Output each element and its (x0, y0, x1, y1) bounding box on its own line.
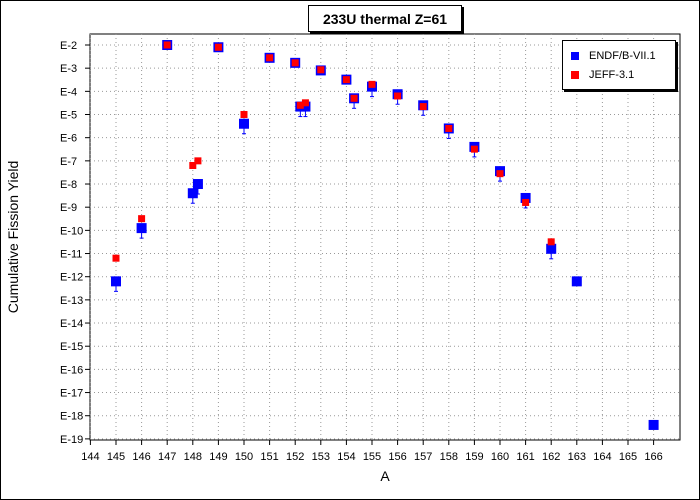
data-point-jeff (194, 157, 202, 165)
data-point-jeff (214, 43, 222, 51)
data-point-jeff (547, 238, 555, 246)
legend-swatch-jeff (571, 71, 579, 79)
y-tick-label: E-9 (60, 202, 77, 214)
data-point-endf (192, 179, 203, 190)
data-point-endf (187, 188, 198, 199)
y-tick-label: E-5 (60, 110, 77, 122)
y-tick-label: E-8 (60, 179, 77, 191)
data-point-endf (648, 419, 659, 430)
x-tick-label: 148 (184, 451, 202, 463)
y-tick-label: E-19 (60, 434, 83, 446)
x-tick-label: 161 (516, 451, 534, 463)
y-tick-label: E-10 (60, 225, 83, 237)
data-point-jeff (394, 92, 402, 100)
data-point-jeff (350, 94, 358, 102)
data-point-jeff (291, 59, 299, 67)
chart-title-text: 233U thermal Z=61 (322, 10, 448, 27)
y-tick-label: E-2 (60, 40, 77, 52)
x-tick-label: 162 (542, 451, 560, 463)
data-point-jeff (266, 54, 274, 62)
chart-title: 233U thermal Z=61 (308, 5, 462, 32)
data-point-jeff (470, 145, 478, 153)
legend-swatch-endf (571, 52, 579, 60)
x-tick-label: 153 (312, 451, 330, 463)
x-tick-label: 165 (619, 451, 637, 463)
y-tick-label: E-6 (60, 133, 77, 145)
y-tick-label: E-7 (60, 156, 77, 168)
data-point-jeff (112, 254, 120, 262)
data-point-jeff (342, 76, 350, 84)
data-point-jeff (445, 124, 453, 132)
y-axis-label: Cumulative Fission Yield (5, 161, 21, 314)
y-tick-label: E-16 (60, 364, 83, 376)
y-tick-label: E-13 (60, 295, 83, 307)
data-point-jeff (496, 170, 504, 178)
y-tick-label: E-17 (60, 388, 83, 400)
data-point-endf (546, 243, 557, 254)
data-point-jeff (522, 198, 530, 206)
legend-label-jeff: JEFF-3.1 (589, 69, 635, 81)
data-point-endf (111, 276, 121, 287)
data-point-jeff (368, 80, 376, 88)
data-point-jeff (138, 215, 146, 223)
x-tick-label: 145 (107, 451, 125, 463)
data-point-endf (239, 118, 249, 129)
data-point-jeff (317, 66, 325, 74)
x-tick-label: 155 (363, 451, 381, 463)
legend: ENDF/B-VII.1 JEFF-3.1 (562, 40, 676, 90)
y-tick-label: E-4 (60, 86, 77, 98)
data-point-jeff (163, 41, 171, 49)
x-tick-label: 160 (491, 451, 509, 463)
data-point-endf (136, 223, 147, 234)
y-tick-label: E-14 (60, 318, 83, 330)
x-tick-label: 149 (209, 451, 227, 463)
x-tick-label: 157 (414, 451, 432, 463)
x-tick-label: 158 (440, 451, 458, 463)
legend-label-endf: ENDF/B-VII.1 (589, 50, 656, 62)
data-point-endf (571, 276, 582, 287)
legend-item-endf: ENDF/B-VII.1 (571, 50, 656, 62)
x-tick-label: 151 (260, 451, 278, 463)
data-point-jeff (189, 161, 197, 169)
data-point-jeff (240, 111, 248, 119)
x-tick-label: 152 (286, 451, 304, 463)
data-point-endf (520, 192, 531, 203)
plot-area (89, 33, 681, 441)
x-tick-label: 144 (81, 451, 99, 463)
legend-item-jeff: JEFF-3.1 (571, 69, 634, 81)
y-tick-label: E-15 (60, 341, 83, 353)
x-tick-label: 166 (644, 451, 662, 463)
x-tick-label: 156 (388, 451, 406, 463)
x-axis-label: A (380, 468, 390, 484)
data-point-jeff (296, 101, 304, 109)
y-tick-label: E-11 (60, 249, 82, 261)
x-tick-label: 147 (158, 451, 176, 463)
x-tick-label: 159 (465, 451, 483, 463)
data-point-jeff (419, 103, 427, 111)
x-tick-label: 154 (337, 451, 355, 463)
data-point-jeff (301, 99, 309, 107)
x-tick-label: 164 (593, 451, 611, 463)
x-tick-label: 150 (235, 451, 253, 463)
y-tick-label: E-12 (60, 272, 83, 284)
x-tick-label: 146 (132, 451, 150, 463)
x-tick-label: 163 (568, 451, 586, 463)
y-tick-label: E-3 (60, 63, 77, 75)
data-point-endf (300, 101, 311, 112)
y-tick-label: E-18 (60, 411, 83, 423)
